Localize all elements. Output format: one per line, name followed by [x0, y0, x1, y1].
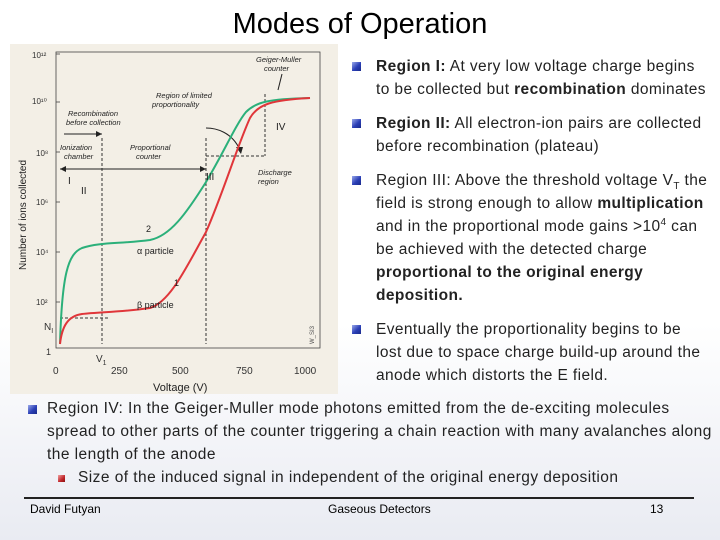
bullet-square-icon: [352, 62, 361, 71]
region-label-iv: IV: [276, 122, 286, 133]
prop-counter-label: Proportional: [130, 143, 171, 152]
bullet-square-icon: [352, 119, 361, 128]
bullet-text: Region III: Above the threshold voltage …: [376, 172, 708, 304]
recomb-label: before collection: [66, 118, 121, 127]
footer-page-number: 13: [650, 502, 664, 516]
bullet-text: Region II: All electron-ion pairs are co…: [376, 115, 702, 155]
ion-chamber-label: chamber: [64, 152, 94, 161]
ion-chamber-label: Ionization: [60, 143, 92, 152]
sub-bullet-signal: Size of the induced signal in independen…: [28, 466, 714, 489]
y-tick-label: 10⁶: [36, 198, 48, 207]
y-axis-label: Number of ions collected: [18, 160, 29, 270]
beta-curve-label: β particle: [137, 300, 174, 310]
region-label-i: I: [68, 176, 71, 187]
slide-title: Modes of Operation: [232, 8, 488, 40]
alpha-particle-curve: [59, 97, 311, 345]
bullet-list: Region I: At very low voltage charge beg…: [350, 55, 710, 398]
v1-label: V1: [96, 354, 107, 367]
footer-author: David Futyan: [30, 502, 101, 516]
geiger-arrow: [277, 73, 283, 91]
prop-counter-label: counter: [136, 152, 162, 161]
plot-frame: [55, 51, 321, 349]
region-iv-block: Region IV: In the Geiger-Muller mode pho…: [28, 397, 714, 489]
bullet-region-iii: Region III: Above the threshold voltage …: [350, 169, 710, 307]
sub-bullet-text: Size of the induced signal in independen…: [78, 469, 619, 486]
limited-label: proportionality: [151, 100, 200, 109]
region-label-ii: II: [81, 186, 87, 197]
x-axis-label: Voltage (V): [153, 382, 207, 394]
bullet-region-ii: Region II: All electron-ion pairs are co…: [350, 112, 710, 158]
footer-divider: [24, 497, 694, 499]
discharge-label: Discharge: [258, 168, 292, 177]
footer-course: Gaseous Detectors: [328, 502, 431, 516]
y-tick-label: 10¹²: [32, 51, 47, 60]
discharge-label: region: [258, 177, 279, 186]
figure-code: W_SI3: [310, 325, 316, 344]
bullet-text: Region I: At very low voltage charge beg…: [376, 58, 706, 98]
x-tick-label: 1000: [294, 366, 317, 377]
bullet-text: Eventually the proportionality begins to…: [376, 321, 701, 384]
y-tick-label: 10¹⁰: [32, 97, 47, 106]
x-tick-label: 750: [236, 366, 253, 377]
curve-number-1: 1: [174, 278, 179, 288]
x-tick-label: 500: [172, 366, 189, 377]
y-tick-label: 10⁸: [36, 149, 48, 158]
ionization-curve-chart: 10¹² 10¹⁰ 10⁸ 10⁶ 10⁴ 10² 1 NI Number of…: [18, 51, 321, 394]
ionization-curve-figure: 10¹² 10¹⁰ 10⁸ 10⁶ 10⁴ 10² 1 NI Number of…: [10, 44, 338, 394]
bullet-text: Region IV: In the Geiger-Muller mode pho…: [47, 400, 712, 463]
y-tick-label: 10²: [36, 298, 48, 307]
curve-number-2: 2: [146, 224, 151, 234]
recomb-label: Recombination: [68, 109, 118, 118]
y-tick-label: 1: [46, 347, 51, 357]
y-tick-label: 10⁴: [36, 248, 49, 257]
geiger-label: counter: [264, 64, 290, 73]
bullet-space-charge: Eventually the proportionality begins to…: [350, 318, 710, 387]
bullet-square-icon: [352, 176, 361, 185]
bullet-square-icon: [28, 405, 37, 414]
bullet-region-iv: Region IV: In the Geiger-Muller mode pho…: [28, 397, 714, 466]
bullet-square-icon: [352, 325, 361, 334]
limited-label: Region of limited: [156, 91, 213, 100]
geiger-label: Geiger-Muller: [256, 55, 302, 64]
x-tick-label: 0: [53, 366, 59, 377]
x-tick-label: 250: [111, 366, 128, 377]
sub-bullet-square-icon: [58, 475, 65, 482]
ni-label: NI: [44, 322, 53, 335]
region-label-iii: III: [206, 172, 214, 183]
alpha-curve-label: α particle: [137, 246, 174, 256]
beta-particle-curve: [59, 97, 311, 345]
bullet-region-i: Region I: At very low voltage charge beg…: [350, 55, 710, 101]
